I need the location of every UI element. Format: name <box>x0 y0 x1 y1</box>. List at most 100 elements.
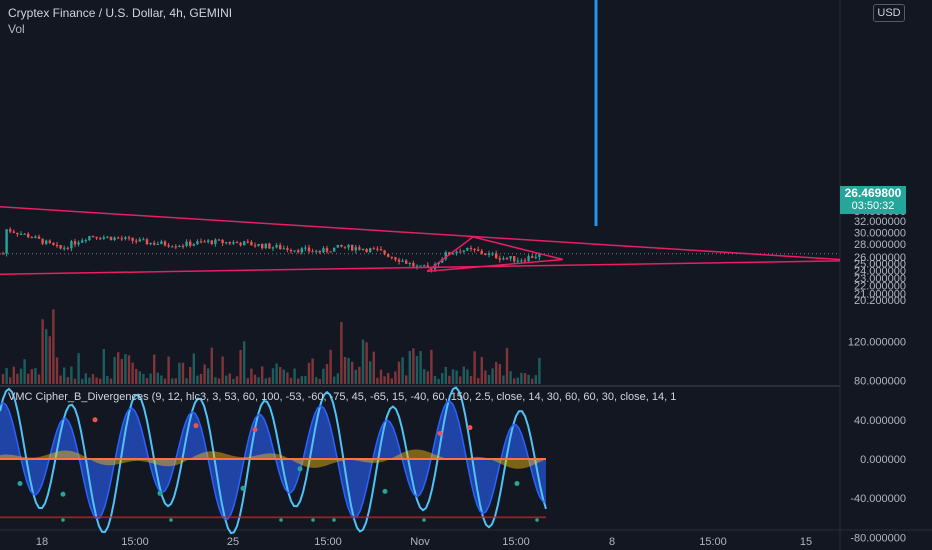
candle-body <box>30 237 33 239</box>
candle-body <box>77 242 80 245</box>
last-price: 26.469800 <box>844 186 902 200</box>
candle-body <box>390 256 393 258</box>
signal-dot <box>252 427 258 433</box>
volume-bar <box>41 319 44 384</box>
currency-button[interactable]: USD <box>873 4 905 22</box>
volume-bar <box>196 375 199 384</box>
candle-body <box>199 241 203 243</box>
candle-body <box>379 249 383 251</box>
candle-body <box>178 245 181 247</box>
candle-body <box>203 241 206 243</box>
price-tick: 30.000000 <box>854 227 906 239</box>
candle-body <box>498 258 501 260</box>
volume-bar <box>70 366 73 384</box>
signal-dot <box>297 466 303 472</box>
candle-body <box>538 253 541 257</box>
volume-bar <box>448 375 451 384</box>
volume-bar <box>343 356 347 384</box>
volume-bar <box>286 372 289 384</box>
candle-body <box>167 245 170 247</box>
candle-body <box>487 253 491 255</box>
candle-body <box>127 237 131 239</box>
candle-body <box>448 252 451 255</box>
volume-bar <box>228 373 231 384</box>
time-tick: 15:00 <box>121 536 149 548</box>
volume-bar <box>99 378 102 384</box>
candle-body <box>48 240 51 243</box>
candle-body <box>246 241 249 243</box>
time-tick: 18 <box>36 536 48 548</box>
volume-bar <box>347 357 350 384</box>
volume-bar <box>372 351 375 384</box>
volume-bar <box>34 368 37 384</box>
volume-bar <box>243 341 246 384</box>
candle-body <box>412 262 415 267</box>
volume-bar <box>16 373 19 384</box>
candle-body <box>282 248 285 250</box>
volume-bar <box>52 309 55 384</box>
volume-bar <box>189 367 192 384</box>
volume-bar <box>5 368 8 384</box>
candle-body <box>239 242 242 246</box>
volume-bar <box>102 348 105 384</box>
indicator-label: VMC Cipher_B_Divergences (9, 12, hlc3, 3… <box>8 391 677 403</box>
volume-bar <box>412 348 415 384</box>
time-tick: 15 <box>800 536 812 548</box>
candle-body <box>45 240 48 244</box>
candle-body <box>66 247 69 249</box>
price-tick: 24.000000 <box>854 266 906 278</box>
chart-title: Cryptex Finance / U.S. Dollar, 4h, GEMIN… <box>8 6 233 20</box>
candle-body <box>336 244 339 248</box>
candle-body <box>354 247 357 251</box>
candle-body <box>37 236 41 239</box>
candle-body <box>351 244 354 251</box>
candle-body <box>253 245 257 247</box>
volume-bar <box>264 378 267 384</box>
candle-body <box>16 232 19 235</box>
volume-bar <box>253 374 257 384</box>
volume-bar <box>12 366 15 384</box>
volume-bar <box>149 373 152 384</box>
signal-dot <box>17 481 23 486</box>
candle-body <box>34 236 37 238</box>
candle-body <box>286 248 289 250</box>
volume-bar <box>171 378 174 384</box>
buy-dot <box>422 518 426 522</box>
volume-bar <box>322 368 325 384</box>
candle-body <box>376 248 379 250</box>
volume-bar <box>88 377 91 384</box>
candle-body <box>451 253 455 255</box>
candle-body <box>117 237 120 239</box>
volume-bar <box>423 369 426 384</box>
volume-bar <box>325 363 329 384</box>
wavetrend-line-1 <box>0 386 547 535</box>
candle-body <box>466 247 469 251</box>
candle-body <box>225 242 228 244</box>
volume-label: Vol <box>8 22 25 36</box>
volume-bar <box>153 354 156 384</box>
candle-body <box>383 250 386 255</box>
triangle-top-line <box>472 236 564 261</box>
candle-body <box>372 248 375 250</box>
volume-bar <box>66 377 69 384</box>
candle-body <box>325 248 329 252</box>
candle-body <box>189 241 192 246</box>
volume-bar <box>297 378 300 384</box>
candle-body <box>235 242 239 244</box>
candle-body <box>41 238 44 244</box>
volume-bar <box>55 357 59 384</box>
price-tick: 25.000000 <box>854 259 906 271</box>
candle-body <box>293 250 296 252</box>
volume-bar <box>520 372 523 384</box>
price-tick: 22.000000 <box>854 281 906 293</box>
volume-bar <box>433 375 437 384</box>
volume-bar <box>419 350 422 384</box>
volume-bar <box>120 359 123 384</box>
candle-body <box>124 237 127 239</box>
volume-bar <box>329 349 332 384</box>
volume-bar <box>77 353 80 384</box>
volume-bar <box>315 377 318 384</box>
candle-body <box>81 240 84 243</box>
candle-body <box>271 247 275 249</box>
